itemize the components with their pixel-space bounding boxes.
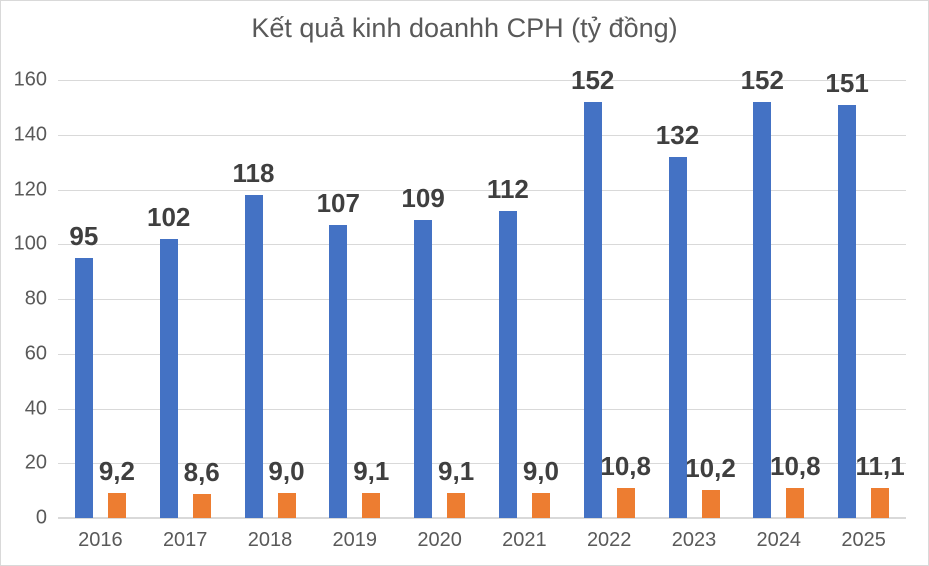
y-axis-tick-label: 60 (24, 342, 47, 365)
series2-bar (192, 494, 211, 518)
y-axis-tick-label: 100 (13, 232, 47, 255)
bar-value-label: 118 (232, 157, 275, 188)
x-axis-label: 2025 (841, 529, 886, 551)
gridline (58, 80, 906, 81)
series1-bar (583, 101, 602, 518)
x-axis-label: 2021 (502, 529, 547, 551)
bar-value-label: 152 (740, 64, 784, 95)
y-axis-tick-label: 80 (24, 287, 47, 310)
bar-value-label: 9,0 (522, 456, 559, 487)
series2-bar (531, 493, 550, 518)
bar-value-label: 132 (655, 119, 700, 150)
series2-bar (616, 488, 635, 518)
x-axis-label: 2022 (586, 529, 632, 551)
gridline (58, 353, 906, 355)
y-axis-tick-label: 160 (13, 68, 47, 91)
gridline (58, 408, 906, 410)
series1-bar (838, 104, 857, 518)
x-axis-label: 2017 (162, 529, 208, 551)
bar-value-label: 109 (401, 182, 445, 213)
bar-value-label: 107 (316, 188, 360, 219)
x-axis-label: 2020 (417, 529, 462, 551)
x-axis-label: 2018 (247, 529, 293, 551)
series1-bar (414, 219, 433, 518)
bar-value-label: 152 (570, 64, 615, 95)
series1-bar (329, 225, 348, 518)
gridline (58, 244, 906, 246)
chart-title: Kết quả kinh doanhh CPH (tỷ đồng) (251, 13, 678, 43)
x-axis-label: 2023 (671, 529, 717, 551)
bar-value-label: 11,1 (855, 450, 905, 481)
bar-value-label: 10,8 (600, 451, 651, 482)
series2-bar (277, 493, 296, 518)
series2-bar (701, 490, 720, 518)
y-axis-tick-label: 20 (24, 451, 47, 474)
gridline (58, 463, 906, 465)
x-axis-label: 2019 (332, 529, 378, 551)
series1-bar (498, 211, 517, 518)
bar-value-label: 9,1 (438, 456, 475, 487)
bar-value-label: 151 (825, 67, 869, 98)
bar-value-label: 9,2 (98, 455, 135, 486)
bar-value-label: 8,6 (183, 457, 220, 488)
bar-value-label: 112 (486, 174, 529, 205)
series1-bar (244, 194, 263, 518)
y-axis-tick-label: 40 (24, 397, 47, 419)
bar-value-label: 95 (69, 220, 99, 251)
gridline (58, 134, 906, 136)
x-axis-label: 2024 (756, 529, 802, 551)
series2-bar (362, 493, 381, 518)
x-axis-line (58, 517, 906, 519)
y-axis-tick-label: 120 (13, 178, 47, 200)
x-axis-label: 2016 (78, 529, 123, 551)
y-axis-tick-label: 140 (13, 123, 47, 146)
bar-value-label: 10,2 (685, 453, 736, 484)
gridline (58, 299, 906, 300)
y-axis-tick-label: 0 (35, 506, 47, 529)
series1-bar (668, 156, 687, 518)
series1-bar (159, 238, 178, 518)
bar-value-label: 102 (146, 201, 191, 232)
series2-bar (786, 488, 805, 518)
gridline (58, 189, 906, 191)
bar-value-label: 9,0 (268, 456, 305, 487)
series1-bar (74, 257, 93, 518)
bar-value-label: 10,8 (769, 451, 821, 482)
series1-bar (753, 101, 772, 518)
series2-bar (107, 492, 126, 518)
series2-bar (447, 493, 466, 518)
bar-value-label: 9,1 (353, 456, 390, 487)
series2-bar (871, 487, 890, 518)
